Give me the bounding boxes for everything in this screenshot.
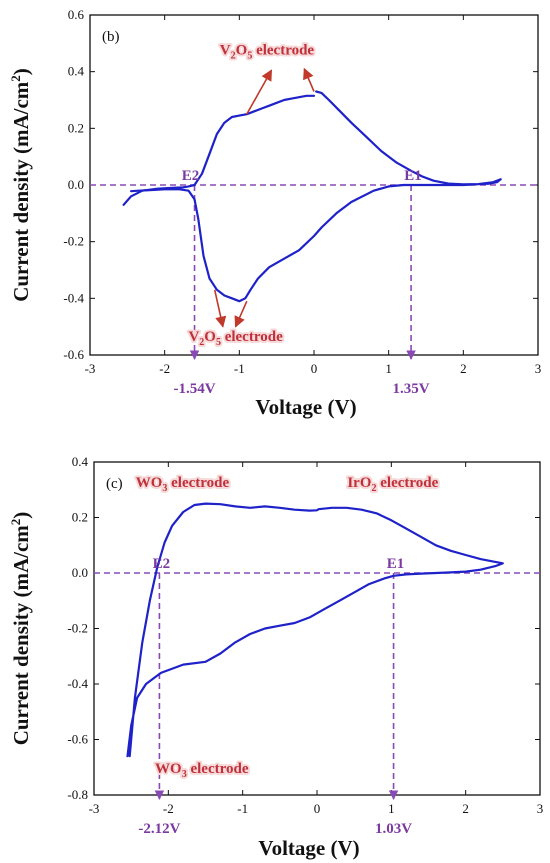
y-tick-label: 0.0 [68,177,84,192]
y-tick-label: -0.4 [67,676,88,691]
y-tick-label: 0.6 [68,7,85,22]
y-tick-label: 0.4 [72,454,89,469]
voltage-marker-label: -1.54V [173,381,215,397]
series-line [126,502,504,758]
y-axis-label: Current density (mA/cm2) [8,68,33,302]
voltage-marker-label: 1.03V [375,821,412,837]
point-label-e1: E1 [387,556,405,572]
panel-label: (c) [106,476,123,492]
y-tick-label: 0.4 [68,64,85,79]
annotation-arrow [303,67,315,92]
x-axis-label: Voltage (V) [255,395,356,419]
panel-label: (b) [102,29,120,45]
point-label-e2: E2 [153,556,171,572]
y-axis-label: Current density (mA/cm2) [8,512,33,746]
x-tick-label: -1 [234,361,245,376]
x-tick-label: 2 [460,361,467,376]
voltage-marker-label: -2.12V [138,821,180,837]
x-tick-label: 2 [462,801,469,816]
annotation-arrow [246,69,273,115]
x-tick-label: -3 [89,801,100,816]
y-tick-label: 0.0 [72,565,88,580]
annotation-v2o5-top: V2O5 electrode [220,43,315,62]
x-tick-label: 0 [311,361,318,376]
x-tick-label: -1 [237,801,248,816]
y-tick-label: -0.6 [67,732,88,747]
annotation-arrow [234,300,248,328]
y-tick-label: -0.6 [63,347,84,362]
y-tick-label: -0.2 [63,234,84,249]
y-tick-label: -0.8 [67,787,88,802]
annotation-iro2-top: IrO2 electrode [347,475,438,494]
annotation-v2o5-bot: V2O5 electrode [188,329,283,348]
annotation-arrow [213,289,227,328]
y-tick-label: 0.2 [68,120,84,135]
y-tick-label: -0.2 [67,621,88,636]
point-label-e1: E1 [404,168,422,184]
chart-panel-c: -3 -2 -1 0 1 2 3 -0.8 -0.6 -0.4 -0.2 0.0 0.2 0.4 -2.12… [8,454,543,860]
y-tick-label: 0.2 [72,510,88,525]
x-tick-label: 0 [314,801,321,816]
chart-panel-b: -3 -2 -1 0 1 2 3 -0.6 -0.4 -0.2 0.0 0.2 0.4 0.6 -1.54V… [8,7,541,419]
x-tick-label: 3 [537,801,544,816]
y-tick-label: -0.4 [63,290,84,305]
x-tick-label: -3 [85,361,96,376]
series-line [122,94,316,206]
x-tick-label: -2 [163,801,174,816]
x-axis-label: Voltage (V) [258,836,359,860]
annotation-wo3-top: WO3 electrode [136,475,230,494]
voltage-marker-label: 1.35V [393,381,430,397]
x-tick-label: 3 [535,361,542,376]
annotation-wo3-bot: WO3 electrode [155,761,249,780]
x-tick-label: 1 [385,361,392,376]
x-tick-label: 1 [388,801,395,816]
plot-frame [93,461,541,796]
x-tick-label: -2 [159,361,170,376]
series-line [130,90,502,303]
point-label-e2: E2 [182,168,200,184]
